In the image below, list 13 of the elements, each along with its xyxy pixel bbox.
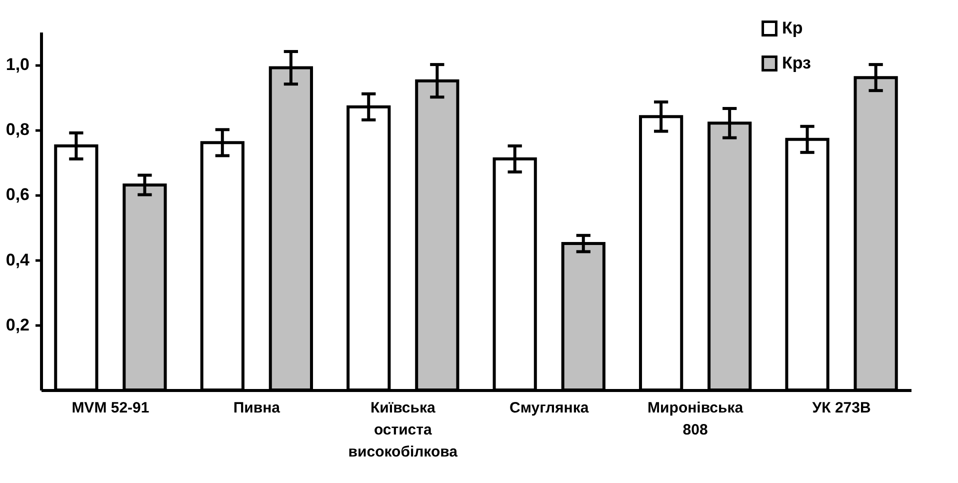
legend-label: Крз — [782, 54, 811, 72]
y-tick-label: 1,0 — [6, 55, 30, 74]
y-tick-label: 0,4 — [6, 250, 30, 270]
x-tick-label: УК 273В — [812, 400, 871, 416]
y-tick-label: 0,8 — [6, 120, 30, 140]
legend-label: Кр — [782, 18, 803, 38]
x-tick-label: Пивна — [233, 400, 281, 416]
x-tick-label: Смуглянка — [510, 400, 590, 416]
x-tick-label: MVM 52-91 — [72, 400, 150, 416]
y-tick-label: 0,6 — [6, 185, 30, 204]
x-tick-label: Київська остиста високобілкова — [348, 400, 458, 460]
x-tick-label: Миронівська 808 — [648, 400, 744, 438]
y-tick-label: 0,2 — [6, 315, 30, 334]
